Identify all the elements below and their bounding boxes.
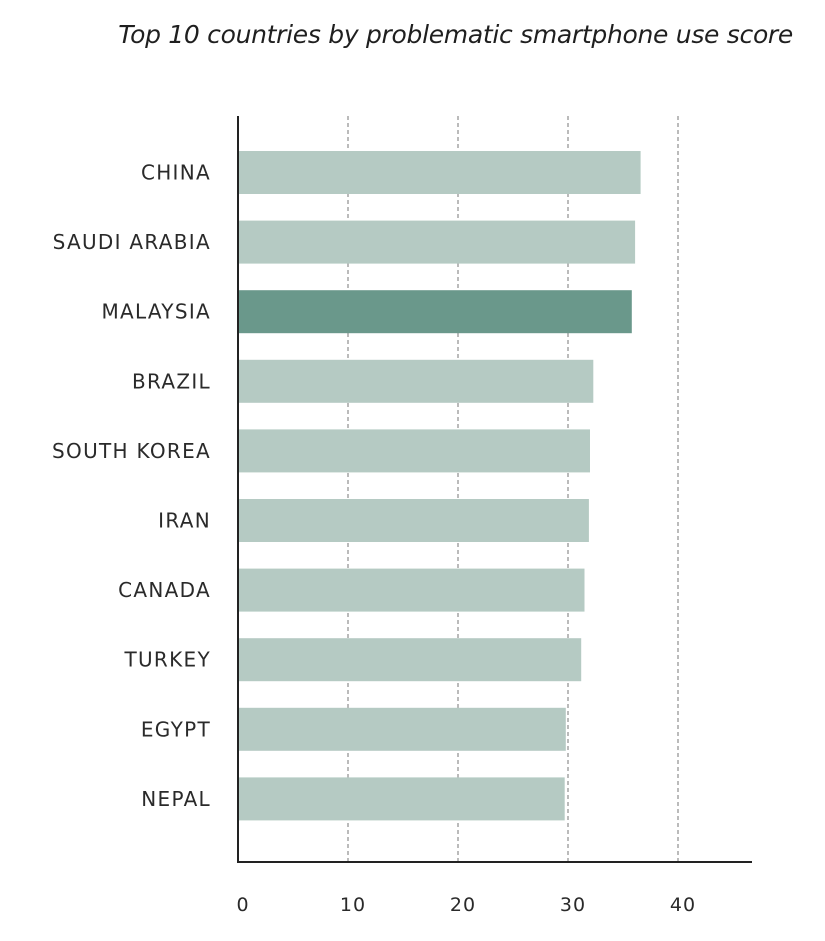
x-tick-label: 30 [560,894,586,916]
chart-title: Top 10 countries by problematic smartpho… [118,20,793,49]
category-label: EGYPT [141,717,211,741]
category-label: MALAYSIA [101,300,211,324]
bar-saudi-arabia [238,220,636,264]
bar-turkey [238,638,582,682]
bar-south-korea [238,429,590,473]
category-labels: CHINA SAUDI ARABIA MALAYSIA BRAZIL SOUTH KOR… [52,161,211,811]
x-tick-label: 40 [670,894,696,916]
category-label: TURKEY [123,648,211,672]
bar-nepal [238,777,565,821]
category-label: IRAN [158,509,211,533]
bar-canada [238,568,585,612]
bar-malaysia [238,290,632,334]
category-label: CANADA [118,578,211,602]
bar-china [238,151,641,194]
x-tick-label: 0 [236,894,249,916]
gridlines [347,116,679,862]
bar-egypt [238,707,566,751]
x-tick-label: 20 [450,894,476,916]
x-tick-label: 10 [340,894,366,916]
category-label: SOUTH KOREA [52,439,211,463]
category-label: BRAZIL [132,369,211,393]
category-label: NEPAL [141,787,211,811]
bars [238,151,641,821]
bar-iran [238,499,589,542]
bar-brazil [238,359,594,403]
x-tick-labels: 0 10 20 30 40 [236,894,696,916]
category-label: SAUDI ARABIA [53,230,211,254]
category-label: CHINA [141,161,211,185]
